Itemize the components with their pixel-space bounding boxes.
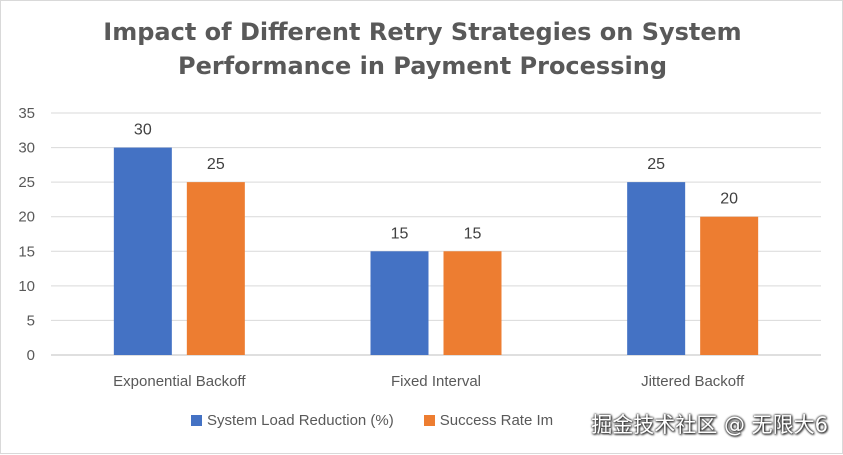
data-labels: 30 25 15 15 25 20 <box>134 122 738 243</box>
data-label-series-2: 20 <box>720 191 738 208</box>
y-tick-label: 5 <box>27 312 35 329</box>
data-label-series-1: 30 <box>134 122 152 139</box>
y-tick-label: 25 <box>18 174 35 191</box>
legend: System Load Reduction (%) Success Rate I… <box>191 409 583 431</box>
x-category-label: Exponential Backoff <box>113 373 246 390</box>
bar-series-1-fixed-interval <box>370 251 429 355</box>
bar-series-1-jittered-backoff <box>627 182 686 355</box>
legend-item-series-2: Success Rate Im <box>423 411 554 429</box>
data-label-series-1: 15 <box>391 225 409 242</box>
bar-series-2-exponential-backoff <box>186 182 245 355</box>
x-category-label: Fixed Interval <box>391 373 481 390</box>
y-tick-label: 0 <box>27 347 35 364</box>
x-category-label: Jittered Backoff <box>641 373 745 390</box>
bars <box>113 147 759 355</box>
y-tick-label: 15 <box>18 243 35 260</box>
data-label-series-2: 15 <box>464 225 482 242</box>
legend-label-series-1: System Load Reduction (%) <box>207 411 394 429</box>
chart-title-line-2: Performance in Payment Processing <box>177 52 667 80</box>
y-tick-label: 20 <box>18 209 35 226</box>
bar-series-2-jittered-backoff <box>700 216 759 355</box>
legend-swatch-series-2 <box>423 414 435 426</box>
gridlines <box>51 112 821 356</box>
chart-title-line-1: Impact of Different Retry Strategies on … <box>103 18 742 46</box>
data-label-series-1: 25 <box>647 156 665 173</box>
bar-series-1-exponential-backoff <box>113 147 172 355</box>
y-axis-tick-labels: 0 5 10 15 20 25 30 35 <box>18 105 35 364</box>
watermark: 掘金技术社区 @ 无限大6 <box>591 413 828 437</box>
x-axis-category-labels: Exponential Backoff Fixed Interval Jittere… <box>113 373 745 390</box>
legend-swatch-series-1 <box>191 414 202 426</box>
chart-title: Impact of Different Retry Strategies on … <box>1 15 843 83</box>
data-label-series-2: 25 <box>207 156 225 173</box>
bar-series-2-fixed-interval <box>443 251 502 355</box>
y-tick-label: 30 <box>18 140 35 157</box>
legend-item-series-1: System Load Reduction (%) <box>191 412 394 429</box>
y-tick-label: 35 <box>18 105 35 122</box>
legend-label-series-2: Success Rate Im <box>439 411 554 429</box>
y-tick-label: 10 <box>18 278 35 295</box>
